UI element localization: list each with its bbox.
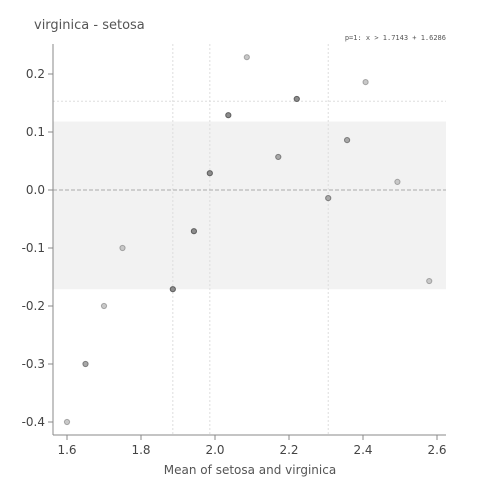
y-tick-label: -0.1 xyxy=(22,241,45,255)
x-tick-label: 1.6 xyxy=(57,443,76,457)
regression-annotation: p=1: x > 1.7143 + 1.6286 xyxy=(345,34,446,42)
data-point xyxy=(426,277,433,285)
shaded-band-layer xyxy=(53,121,446,290)
x-tick-label: 1.8 xyxy=(131,443,150,457)
data-point xyxy=(343,137,351,144)
y-tick-label: 0.2 xyxy=(26,67,45,81)
x-tick-label: 2.4 xyxy=(353,443,372,457)
ticks-layer: 1.6 1.8 2.0 2.2 2.4 2.6 0.2 0.1 0.0 -0.1 -0.2 -0.3 -… xyxy=(22,67,447,457)
x-tick-label: 2.0 xyxy=(205,443,224,457)
data-point xyxy=(394,178,401,185)
y-tick-label: -0.3 xyxy=(22,357,45,371)
data-point xyxy=(225,112,232,119)
y-tick-label: -0.2 xyxy=(22,299,45,313)
reference-lines-layer xyxy=(53,44,446,435)
data-point xyxy=(243,54,250,61)
data-point xyxy=(100,302,108,310)
data-point xyxy=(119,244,126,252)
data-point xyxy=(206,170,213,177)
y-tick-label: -0.4 xyxy=(22,415,45,429)
y-tick-label: 0.0 xyxy=(26,183,45,197)
y-tick-label: 0.1 xyxy=(26,125,45,139)
data-point xyxy=(82,360,89,368)
axes-layer xyxy=(52,44,446,436)
data-point xyxy=(190,228,198,235)
points-layer xyxy=(63,54,433,426)
data-point xyxy=(63,418,71,426)
x-axis-label: Mean of setosa and virginica xyxy=(164,463,336,477)
x-tick-label: 2.6 xyxy=(427,443,446,457)
data-point xyxy=(275,153,282,161)
data-point xyxy=(325,195,332,202)
chart-title: virginica - setosa xyxy=(34,18,145,33)
data-point xyxy=(362,79,369,86)
data-point xyxy=(169,286,176,293)
x-tick-label: 2.2 xyxy=(279,443,298,457)
limits-of-agreement-band xyxy=(53,121,446,290)
data-point xyxy=(293,95,300,103)
